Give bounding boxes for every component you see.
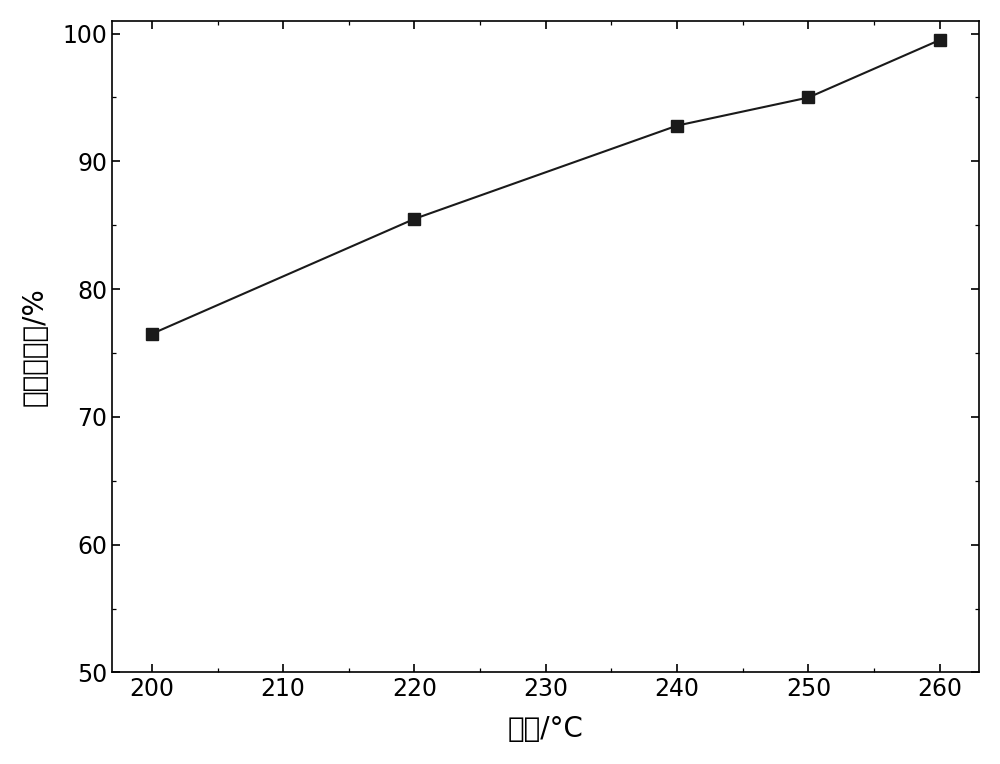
Y-axis label: 甲醒转化率/%: 甲醒转化率/% — [21, 287, 49, 406]
X-axis label: 温度/°C: 温度/°C — [508, 715, 584, 743]
